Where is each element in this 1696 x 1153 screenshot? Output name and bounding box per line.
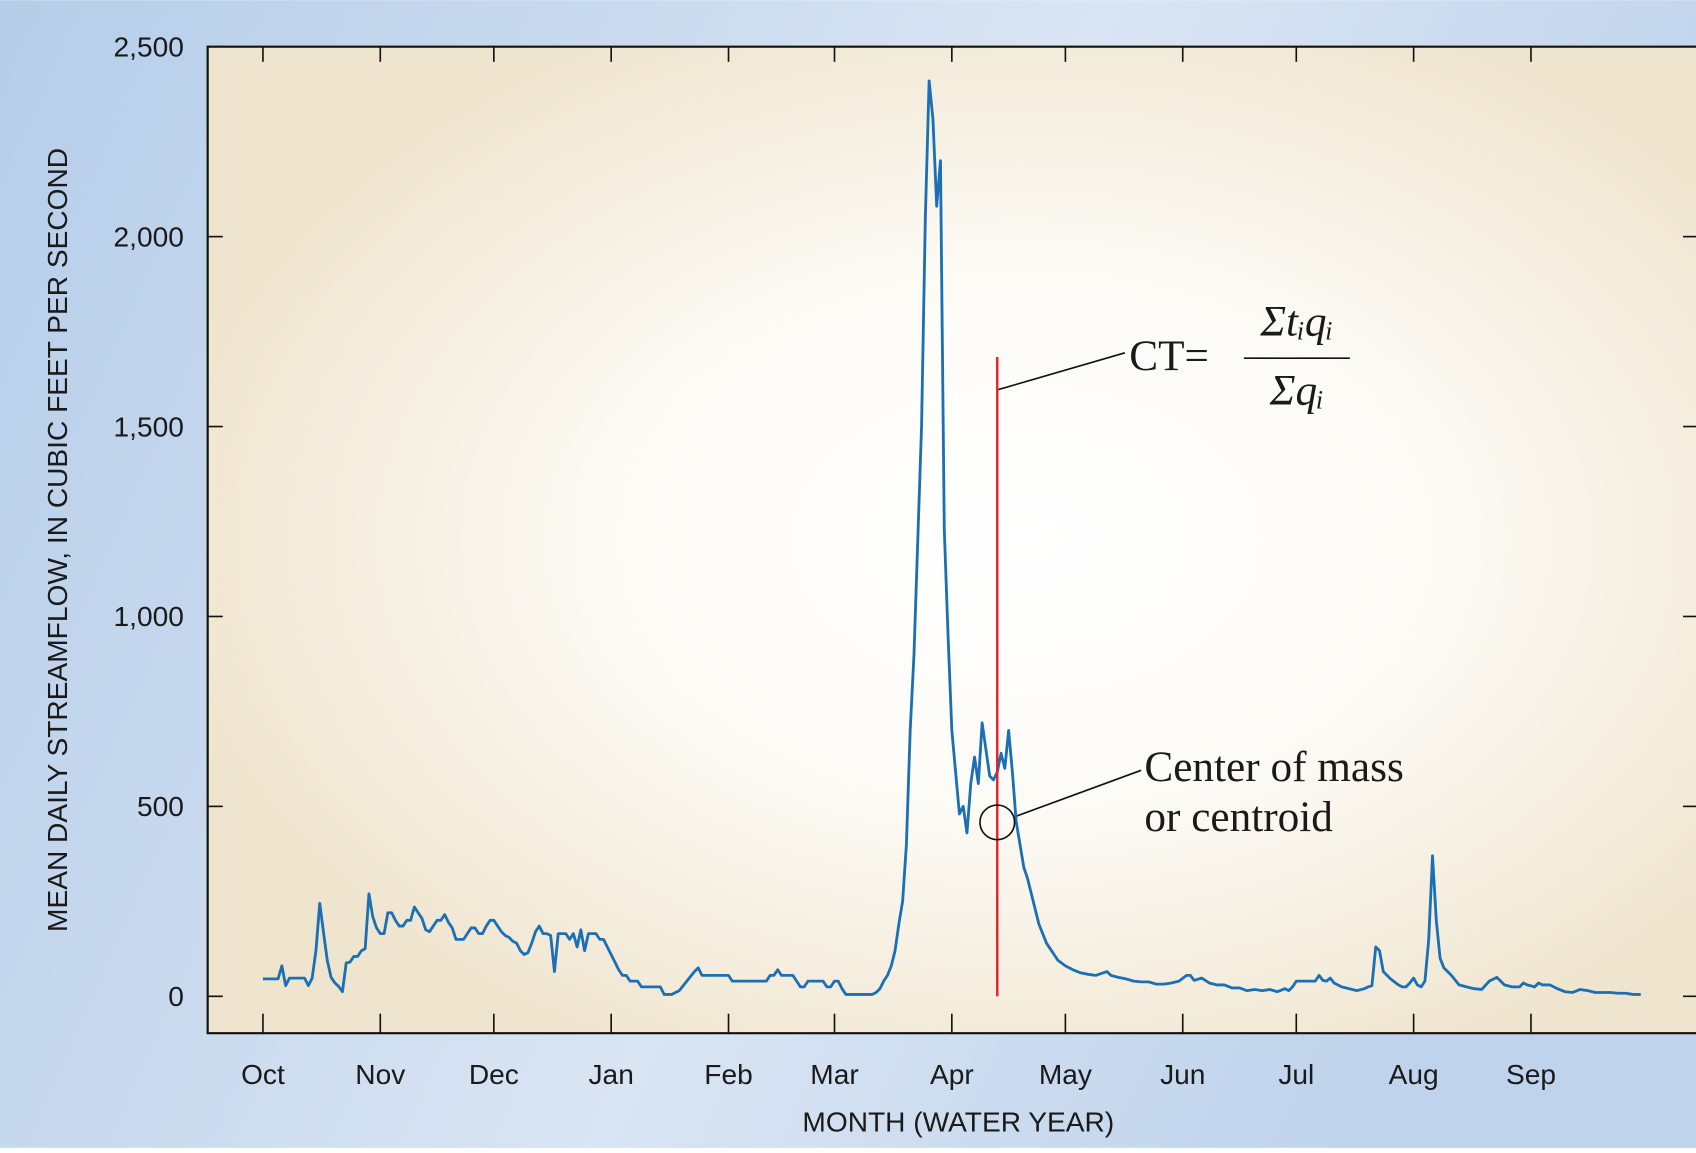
formula-lhs: CT= bbox=[1129, 332, 1209, 380]
x-tick-label: Sep bbox=[1506, 1059, 1556, 1090]
x-tick-label: Jan bbox=[589, 1059, 634, 1090]
leader-line bbox=[998, 352, 1126, 391]
streamflow-line bbox=[262, 79, 1641, 996]
annotation: or centroid bbox=[1144, 793, 1333, 841]
y-axis-label: MEAN DAILY STREAMFLOW, IN CUBIC FEET PER… bbox=[42, 148, 73, 932]
leader-line bbox=[1014, 769, 1142, 818]
y-tick-label: 500 bbox=[137, 791, 184, 822]
x-tick-label: May bbox=[1039, 1059, 1092, 1090]
x-tick-label: Feb bbox=[704, 1059, 752, 1090]
centroid-marker bbox=[979, 804, 1016, 841]
y-tick-label: 0 bbox=[168, 981, 184, 1012]
annotation: Center of mass bbox=[1144, 743, 1403, 791]
x-axis-label: MONTH (WATER YEAR) bbox=[802, 1107, 1114, 1138]
x-tick-label: Mar bbox=[810, 1059, 858, 1090]
y-tick-label: 2,500 bbox=[114, 31, 184, 62]
x-tick-label: Jul bbox=[1278, 1059, 1314, 1090]
y-tick-label: 1,000 bbox=[114, 601, 184, 632]
x-tick-label: Apr bbox=[930, 1059, 974, 1090]
x-tick-label: Dec bbox=[469, 1059, 519, 1090]
formula-numerator: Σtᵢqᵢ bbox=[1259, 298, 1333, 346]
y-tick-label: 1,500 bbox=[114, 411, 184, 442]
plot-area bbox=[207, 46, 1696, 1034]
x-tick-label: Jun bbox=[1160, 1059, 1205, 1090]
x-tick-label: Aug bbox=[1389, 1059, 1439, 1090]
y-tick-label: 2,000 bbox=[114, 221, 184, 252]
formula-denominator: Σqᵢ bbox=[1269, 367, 1324, 415]
x-tick-label: Nov bbox=[355, 1059, 405, 1090]
x-tick-label: Oct bbox=[241, 1059, 285, 1090]
